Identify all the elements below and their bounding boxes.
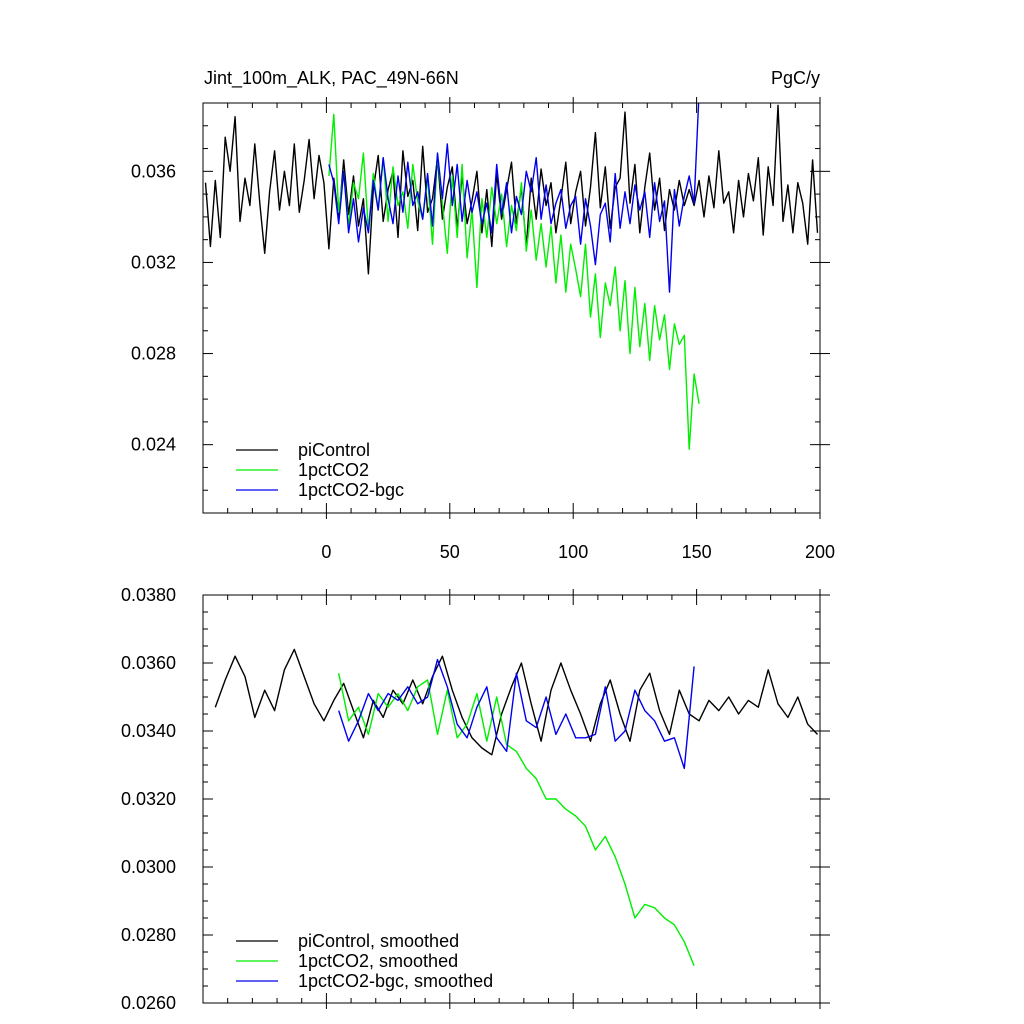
legend-label-picontrol-smoothed: piControl, smoothed: [298, 931, 459, 951]
top-panel-ticks: 0 50 100 150 200 0.024 0.028 0.032 0.036: [131, 97, 835, 562]
legend-label-1pctco2-bgc: 1pctCO2-bgc: [298, 480, 404, 500]
legend-label-1pctco2-bgc-smoothed: 1pctCO2-bgc, smoothed: [298, 971, 493, 991]
top-panel-title: Jint_100m_ALK, PAC_49N-66N: [204, 68, 459, 89]
bottom-panel-series: [214, 648, 819, 966]
y-tick-label: 0.0280: [121, 925, 176, 945]
bottom-panel-frame: [202, 594, 821, 1004]
x-tick-label: 200: [805, 542, 835, 562]
top-panel: Jint_100m_ALK, PAC_49N-66N PgC/y 0 50 100 1…: [131, 68, 835, 562]
bottom-panel: 0.0260 0.0280 0.0300 0.0320 0.0340 0.0360 0.03…: [121, 585, 830, 1013]
y-tick-label: 0.0380: [121, 585, 176, 605]
x-tick-label: 0: [321, 542, 331, 562]
x-tick-label: 50: [440, 542, 460, 562]
x-tick-label: 150: [682, 542, 712, 562]
series-line-1pctco2-bgc-smoothed: [338, 658, 695, 770]
legend-label-1pctco2-smoothed: 1pctCO2, smoothed: [298, 951, 458, 971]
legend-label-picontrol: piControl: [298, 440, 370, 460]
legend-label-1pctco2: 1pctCO2: [298, 460, 369, 480]
y-tick-label: 0.028: [131, 344, 176, 364]
series-line-picontrol: [204, 104, 819, 275]
y-tick-label: 0.036: [131, 161, 176, 181]
y-tick-label: 0.024: [131, 435, 176, 455]
y-tick-label: 0.0260: [121, 993, 176, 1013]
top-panel-units: PgC/y: [771, 68, 820, 88]
y-tick-label: 0.0360: [121, 653, 176, 673]
y-tick-label: 0.0300: [121, 857, 176, 877]
y-tick-label: 0.032: [131, 252, 176, 272]
top-panel-series: [204, 103, 819, 450]
y-tick-label: 0.0320: [121, 789, 176, 809]
x-tick-label: 100: [558, 542, 588, 562]
top-panel-frame: [202, 102, 821, 514]
y-tick-label: 0.0340: [121, 721, 176, 741]
bottom-panel-legend: piControl, smoothed 1pctCO2, smoothed 1p…: [236, 931, 493, 991]
series-line-1pctco2-bgc: [328, 103, 700, 293]
series-line-1pctco2-smoothed: [338, 673, 695, 966]
top-panel-legend: piControl 1pctCO2 1pctCO2-bgc: [236, 440, 404, 500]
